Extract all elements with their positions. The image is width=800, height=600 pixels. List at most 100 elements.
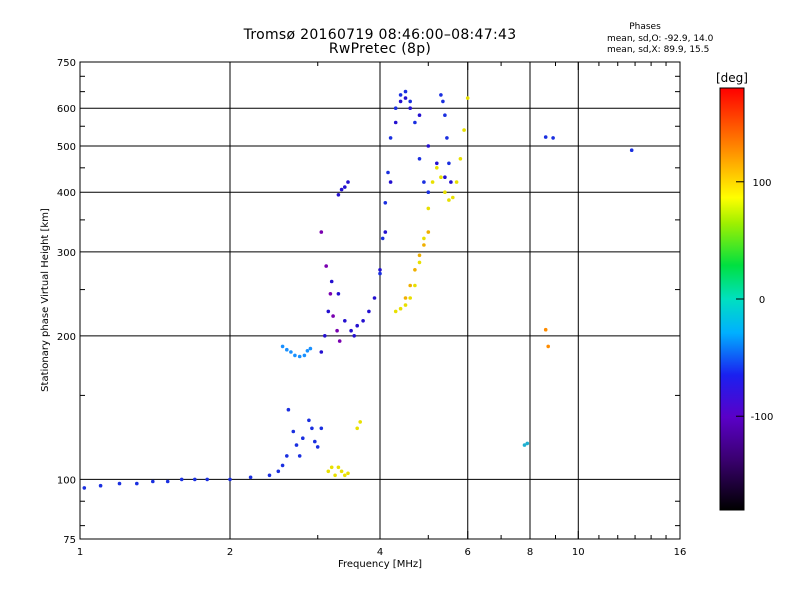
data-point — [352, 334, 357, 338]
data-point — [388, 136, 393, 140]
data-point — [151, 479, 155, 484]
data-point — [336, 292, 341, 296]
data-point — [297, 354, 302, 359]
y-tick-label: 100 — [57, 475, 76, 486]
data-point — [331, 314, 335, 318]
data-point — [301, 436, 305, 441]
data-point — [445, 136, 449, 140]
data-points — [82, 89, 634, 490]
data-point — [135, 481, 139, 486]
data-point — [378, 271, 382, 276]
data-point — [82, 486, 87, 490]
data-point — [315, 445, 320, 449]
data-point — [346, 180, 350, 184]
data-point — [358, 420, 363, 424]
data-point — [337, 339, 342, 343]
data-point — [551, 136, 555, 140]
chart-subtitle: RwPretec (8p) — [328, 41, 432, 57]
data-point — [333, 473, 337, 478]
data-point — [458, 157, 463, 161]
data-point — [435, 161, 439, 166]
data-point — [398, 99, 403, 104]
data-point — [422, 236, 426, 241]
data-point — [465, 96, 470, 100]
phases-title: Phases — [629, 22, 661, 32]
data-point — [361, 319, 365, 323]
data-point — [451, 195, 455, 200]
data-point — [98, 483, 103, 488]
colorbar-tick-label: 0 — [759, 295, 765, 306]
chart-title: Tromsø 20160719 08:46:00–08:47:43 — [243, 27, 517, 43]
data-point — [313, 439, 317, 444]
data-point — [193, 477, 197, 482]
data-point — [398, 306, 403, 311]
data-point — [302, 353, 307, 358]
data-point — [426, 230, 431, 234]
data-point — [422, 180, 426, 184]
data-point — [308, 346, 313, 351]
data-point — [179, 477, 184, 482]
y-axis-label: Stationary phase Virtual Height [km] — [40, 208, 51, 392]
data-point — [339, 469, 344, 474]
data-point — [408, 283, 413, 288]
data-point — [367, 309, 371, 314]
data-point — [408, 106, 413, 110]
data-point — [343, 473, 347, 478]
data-point — [285, 347, 289, 352]
data-point — [426, 144, 431, 148]
data-point — [294, 443, 299, 447]
data-point — [403, 303, 408, 307]
data-point — [286, 407, 291, 412]
data-point — [449, 180, 453, 184]
data-point — [430, 180, 435, 184]
data-point — [441, 99, 445, 104]
y-tick-label: 400 — [57, 188, 76, 199]
data-point — [349, 328, 353, 333]
data-point — [426, 190, 431, 194]
data-point — [413, 283, 417, 288]
data-point — [403, 89, 408, 94]
data-point — [276, 469, 281, 474]
colorbar-ticks: 100 0 -100 — [736, 178, 773, 423]
x-tick-label: 2 — [227, 547, 233, 558]
colorbar-title: [deg] — [716, 71, 748, 85]
y-tick-label: 75 — [63, 535, 76, 546]
data-point — [522, 443, 527, 447]
data-point — [439, 93, 443, 97]
data-point — [324, 264, 329, 268]
data-point — [398, 93, 403, 97]
data-point — [329, 279, 334, 284]
x-tick-label: 1 — [77, 547, 83, 558]
data-point — [447, 198, 451, 202]
data-point — [323, 334, 327, 338]
data-point — [443, 175, 447, 179]
data-point — [355, 426, 360, 431]
data-point — [117, 481, 122, 486]
data-point — [329, 465, 334, 470]
data-point — [326, 309, 331, 314]
y-tick-label: 500 — [57, 142, 76, 153]
data-point — [328, 292, 333, 296]
data-point — [248, 475, 253, 480]
data-point — [280, 344, 285, 349]
data-point — [383, 230, 388, 234]
data-point — [307, 418, 311, 423]
data-point — [543, 135, 548, 139]
data-point — [426, 206, 431, 211]
data-point — [417, 157, 422, 161]
data-point — [408, 296, 413, 300]
data-point — [205, 477, 209, 482]
data-point — [291, 429, 296, 434]
data-point — [629, 148, 634, 152]
data-point — [413, 120, 417, 125]
data-point — [228, 477, 232, 482]
grid-lines — [80, 62, 680, 539]
data-point — [417, 253, 422, 258]
y-tick-label: 300 — [57, 248, 76, 259]
phases-o-line: mean, sd,O: -92.9, 14.0 — [607, 34, 714, 44]
data-point — [403, 96, 408, 100]
data-point — [355, 323, 360, 328]
data-point — [280, 463, 285, 468]
data-point — [310, 426, 314, 431]
